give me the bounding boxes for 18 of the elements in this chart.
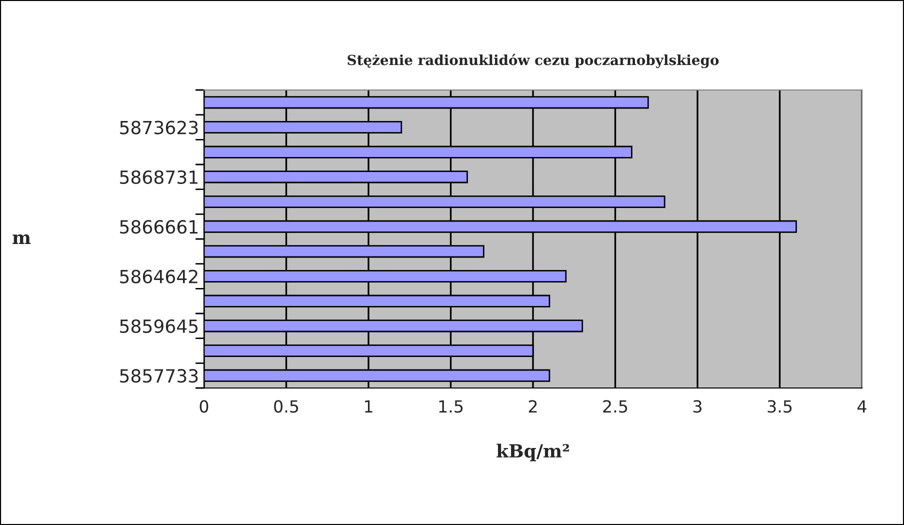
x-tick-label: 2 [528, 400, 537, 412]
y-tick-label: 5868731 [120, 170, 198, 184]
x-tick-label: 1.5 [439, 400, 463, 413]
x-tick-label: 3 [693, 400, 702, 413]
x-tick-label: 2.5 [603, 400, 628, 413]
y-tick-label: 5859645 [120, 319, 198, 334]
x-tick-label: 1 [365, 400, 372, 412]
x-tick-label: 0.5 [274, 400, 298, 413]
x-tick-label: 4 [858, 400, 866, 412]
y-tick-label: 5873623 [120, 120, 198, 134]
x-tick-label: 3.5 [768, 400, 792, 413]
y-tick-label: 5864642 [120, 270, 198, 284]
chart-title: Stężenie radionuklidów cezu poczarnobylskiego [348, 54, 719, 68]
x-tick-label: 0 [200, 400, 208, 413]
y-axis-title: m [12, 234, 31, 244]
y-tick-label: 5857733 [120, 369, 198, 383]
x-axis-title: kBq/m² [496, 444, 569, 462]
y-tick-label: 5866661 [120, 220, 198, 234]
